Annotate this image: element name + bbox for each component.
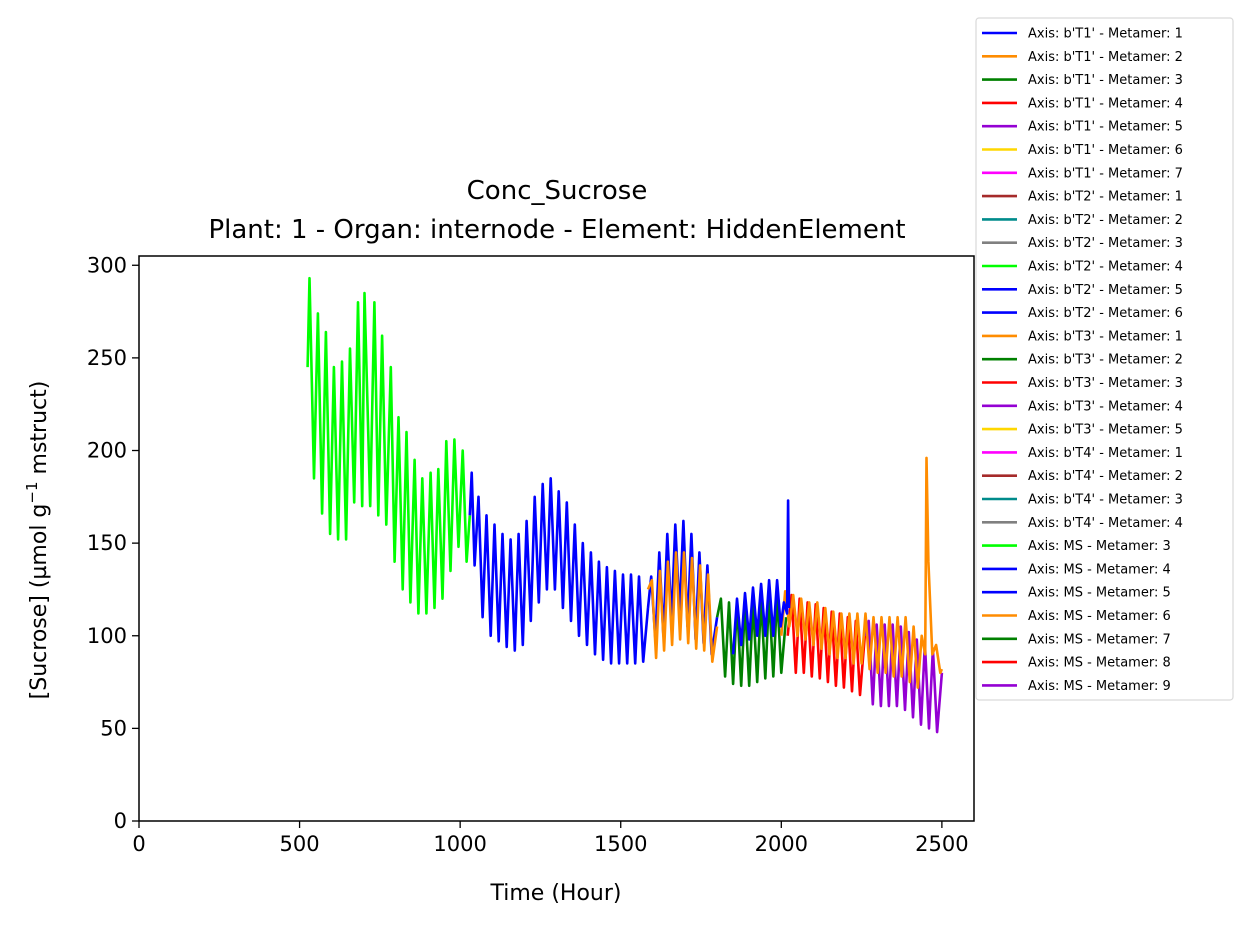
chart-subtitle: Plant: 1 - Organ: internode - Element: H… <box>208 215 905 245</box>
legend-label: Axis: MS - Metamer: 3 <box>1028 539 1171 554</box>
legend-label: Axis: b'T1' - Metamer: 2 <box>1028 50 1183 65</box>
x-tick-label: 1500 <box>594 832 647 856</box>
legend-label: Axis: MS - Metamer: 6 <box>1028 609 1171 624</box>
legend-label: Axis: b'T3' - Metamer: 5 <box>1028 423 1183 438</box>
legend-label: Axis: b'T3' - Metamer: 3 <box>1028 376 1183 391</box>
y-tick-label: 0 <box>114 809 127 833</box>
legend-label: Axis: b'T2' - Metamer: 3 <box>1028 236 1183 251</box>
series-line-axis-ms-metamer-5 <box>731 499 791 655</box>
legend-label: Axis: b'T3' - Metamer: 4 <box>1028 399 1183 414</box>
legend-label: Axis: MS - Metamer: 5 <box>1028 586 1171 601</box>
y-tick-label: 50 <box>100 716 127 740</box>
x-tick-label: 1000 <box>433 832 486 856</box>
y-axis: 0 50 100 150 200 250 300 <box>87 253 139 833</box>
y-axis-label-suffix: mstruct) <box>27 381 52 482</box>
x-tick-label: 2500 <box>915 832 968 856</box>
legend-box <box>975 17 1234 701</box>
legend-label: Axis: b'T2' - Metamer: 1 <box>1028 190 1183 205</box>
legend-label: Axis: b'T4' - Metamer: 1 <box>1028 446 1183 461</box>
legend-label: Axis: b'T1' - Metamer: 1 <box>1028 27 1183 42</box>
x-tick-label: 2000 <box>755 832 808 856</box>
legend-label: Axis: b'T1' - Metamer: 5 <box>1028 120 1183 135</box>
series-line-axis-ms-metamer-7 <box>715 593 788 688</box>
y-axis-label-exponent: −1 <box>23 481 41 503</box>
series-line-axis-ms-metamer-6 <box>780 456 944 689</box>
legend-label: Axis: b'T2' - Metamer: 2 <box>1028 213 1183 228</box>
legend-label: Axis: b'T1' - Metamer: 4 <box>1028 96 1183 111</box>
legend-label: Axis: b'T2' - Metamer: 4 <box>1028 260 1183 275</box>
y-tick-label: 100 <box>87 624 127 648</box>
y-tick-label: 150 <box>87 531 127 555</box>
legend-label: Axis: MS - Metamer: 7 <box>1028 632 1171 647</box>
legend-label: Axis: b'T3' - Metamer: 1 <box>1028 329 1183 344</box>
legend-label: Axis: b'T1' - Metamer: 6 <box>1028 143 1183 158</box>
legend-label: Axis: b'T4' - Metamer: 4 <box>1028 516 1183 531</box>
series-line-axis-ms-metamer-4 <box>468 471 650 665</box>
legend-label: Axis: b'T1' - Metamer: 7 <box>1028 166 1183 181</box>
legend-label: Axis: b'T2' - Metamer: 5 <box>1028 283 1183 298</box>
legend-label: Axis: b'T4' - Metamer: 3 <box>1028 493 1183 508</box>
series-layer <box>306 276 944 734</box>
legend-label: Axis: b'T1' - Metamer: 3 <box>1028 73 1183 88</box>
legend-label: Axis: b'T2' - Metamer: 6 <box>1028 306 1183 321</box>
legend-label: Axis: MS - Metamer: 4 <box>1028 562 1171 577</box>
series-line-axis-ms-metamer-3 <box>306 276 472 615</box>
chart-title: Conc_Sucrose <box>467 176 648 206</box>
y-tick-label: 250 <box>87 346 127 370</box>
y-axis-label: [Sucrose] (µmol g−1 mstruct) <box>23 381 52 700</box>
plot-frame <box>138 255 975 822</box>
legend-label: Axis: MS - Metamer: 8 <box>1028 656 1171 671</box>
legend: Axis: b'T1' - Metamer: 1 Axis: b'T1' - Me… <box>975 17 1234 701</box>
x-tick-label: 0 <box>132 832 145 856</box>
y-tick-label: 200 <box>87 439 127 463</box>
x-axis: 0 500 1000 1500 2000 2500 <box>132 821 969 856</box>
y-tick-label: 300 <box>87 253 127 277</box>
legend-label: Axis: MS - Metamer: 9 <box>1028 679 1171 694</box>
legend-label: Axis: b'T3' - Metamer: 2 <box>1028 353 1183 368</box>
series-line-axis-ms-metamer-6 <box>646 551 719 664</box>
x-axis-label: Time (Hour) <box>490 881 622 906</box>
x-tick-label: 500 <box>280 832 320 856</box>
legend-label: Axis: b'T4' - Metamer: 2 <box>1028 469 1183 484</box>
